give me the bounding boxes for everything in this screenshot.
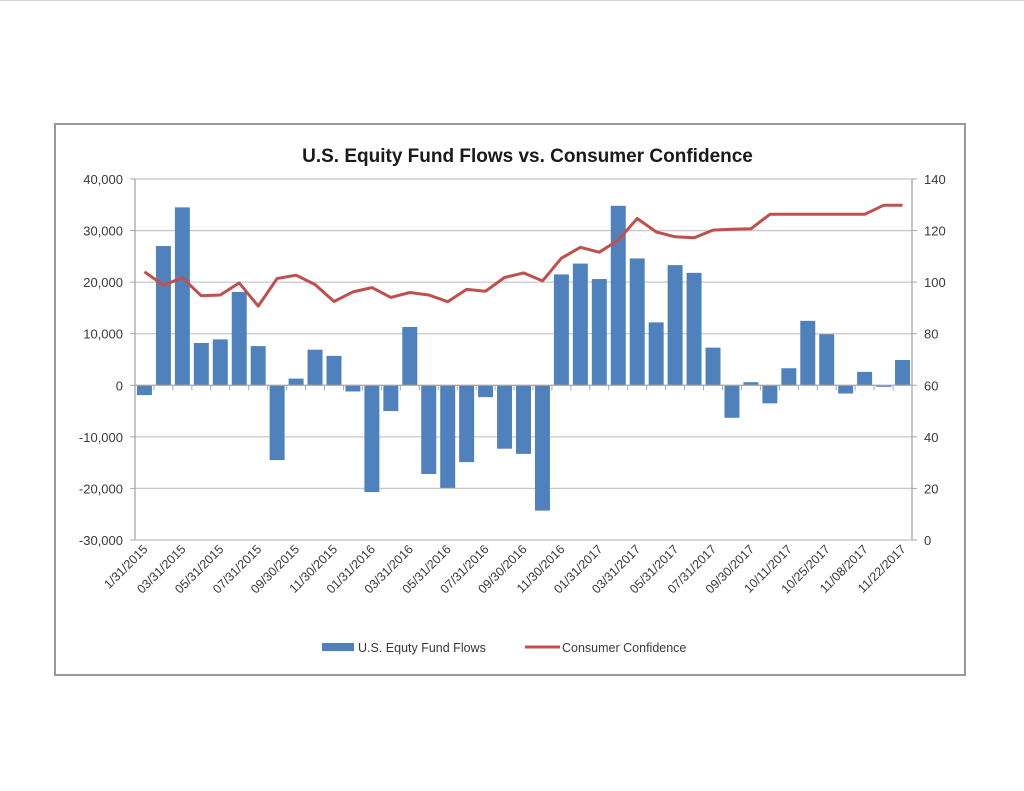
bar: [629, 258, 645, 386]
bar: [762, 385, 778, 404]
bar: [534, 385, 550, 511]
bar: [250, 346, 266, 386]
y-tick-label-right: 60: [924, 378, 938, 393]
bar: [819, 334, 835, 386]
bar: [553, 274, 569, 386]
bar: [155, 246, 171, 386]
bar: [591, 279, 607, 386]
y-tick-label-left: -30,000: [79, 533, 123, 548]
bar: [838, 385, 854, 394]
axes: [130, 178, 917, 541]
bar: [421, 385, 437, 474]
bar: [800, 320, 816, 386]
bar: [686, 272, 702, 386]
y-tick-label-right: 80: [924, 327, 938, 342]
bar: [269, 385, 285, 461]
consumer-confidence-line: [143, 203, 903, 308]
y-tick-label-left: 10,000: [83, 327, 123, 342]
bar: [383, 385, 399, 412]
chart: U.S. Equity Fund Flows vs. Consumer Conf…: [79, 146, 946, 655]
legend-swatch-fund-flows: [322, 643, 354, 651]
y-tick-label-right: 120: [924, 224, 946, 239]
bar: [459, 385, 475, 463]
y-tick-label-right: 100: [924, 275, 946, 290]
y-tick-label-right: 140: [924, 172, 946, 187]
bar: [231, 291, 247, 386]
y-tick-label-left: -20,000: [79, 481, 123, 496]
bar: [478, 385, 494, 398]
y-tick-label-left: 40,000: [83, 172, 123, 187]
legend: U.S. Equty Fund Flows Consumer Confidenc…: [322, 641, 686, 655]
y-tick-label-right: 0: [924, 533, 931, 548]
bar: [307, 349, 323, 386]
bar: [781, 368, 797, 386]
bar: [610, 205, 626, 386]
bar: [895, 360, 911, 386]
bar: [667, 265, 683, 386]
bar: [648, 322, 664, 386]
bar: [516, 385, 531, 454]
bar: [497, 385, 513, 449]
y-tick-label-right: 20: [924, 481, 938, 496]
chart-frame: U.S. Equity Fund Flows vs. Consumer Conf…: [54, 123, 966, 676]
line-series: [143, 203, 903, 308]
bar: [724, 385, 740, 418]
bar: [857, 371, 873, 386]
legend-label-fund-flows: U.S. Equty Fund Flows: [358, 641, 486, 655]
bar: [743, 382, 759, 386]
bar: [876, 385, 892, 387]
bar: [402, 327, 418, 386]
bar: [136, 385, 152, 396]
bar: [326, 355, 342, 386]
bar: [440, 385, 456, 488]
bar: [193, 342, 209, 386]
bar: [345, 385, 361, 392]
bar-series: [136, 205, 911, 511]
x-axis-ticks: 1/31/201503/31/201505/31/201507/31/20150…: [101, 542, 908, 596]
bar: [572, 263, 588, 386]
bar: [705, 347, 721, 386]
chart-title: U.S. Equity Fund Flows vs. Consumer Conf…: [302, 146, 753, 167]
bar: [174, 207, 190, 386]
y-tick-label-left: 30,000: [83, 224, 123, 239]
bar: [212, 339, 228, 386]
y-tick-label-left: 0: [116, 378, 123, 393]
y-axis-left-ticks: -30,000 -20,000 -10,000 0 10,000 20,000 30,000…: [79, 172, 123, 548]
y-axis-right-ticks: 0 20 40 60 80 100 120 140: [924, 172, 946, 548]
bar: [364, 385, 380, 493]
y-tick-label-left: -10,000: [79, 430, 123, 445]
page-top-rule: [0, 0, 1024, 1]
legend-label-consumer-confidence: Consumer Confidence: [562, 641, 686, 655]
y-tick-label-right: 40: [924, 430, 938, 445]
bar: [288, 378, 304, 386]
y-tick-label-left: 20,000: [83, 275, 123, 290]
